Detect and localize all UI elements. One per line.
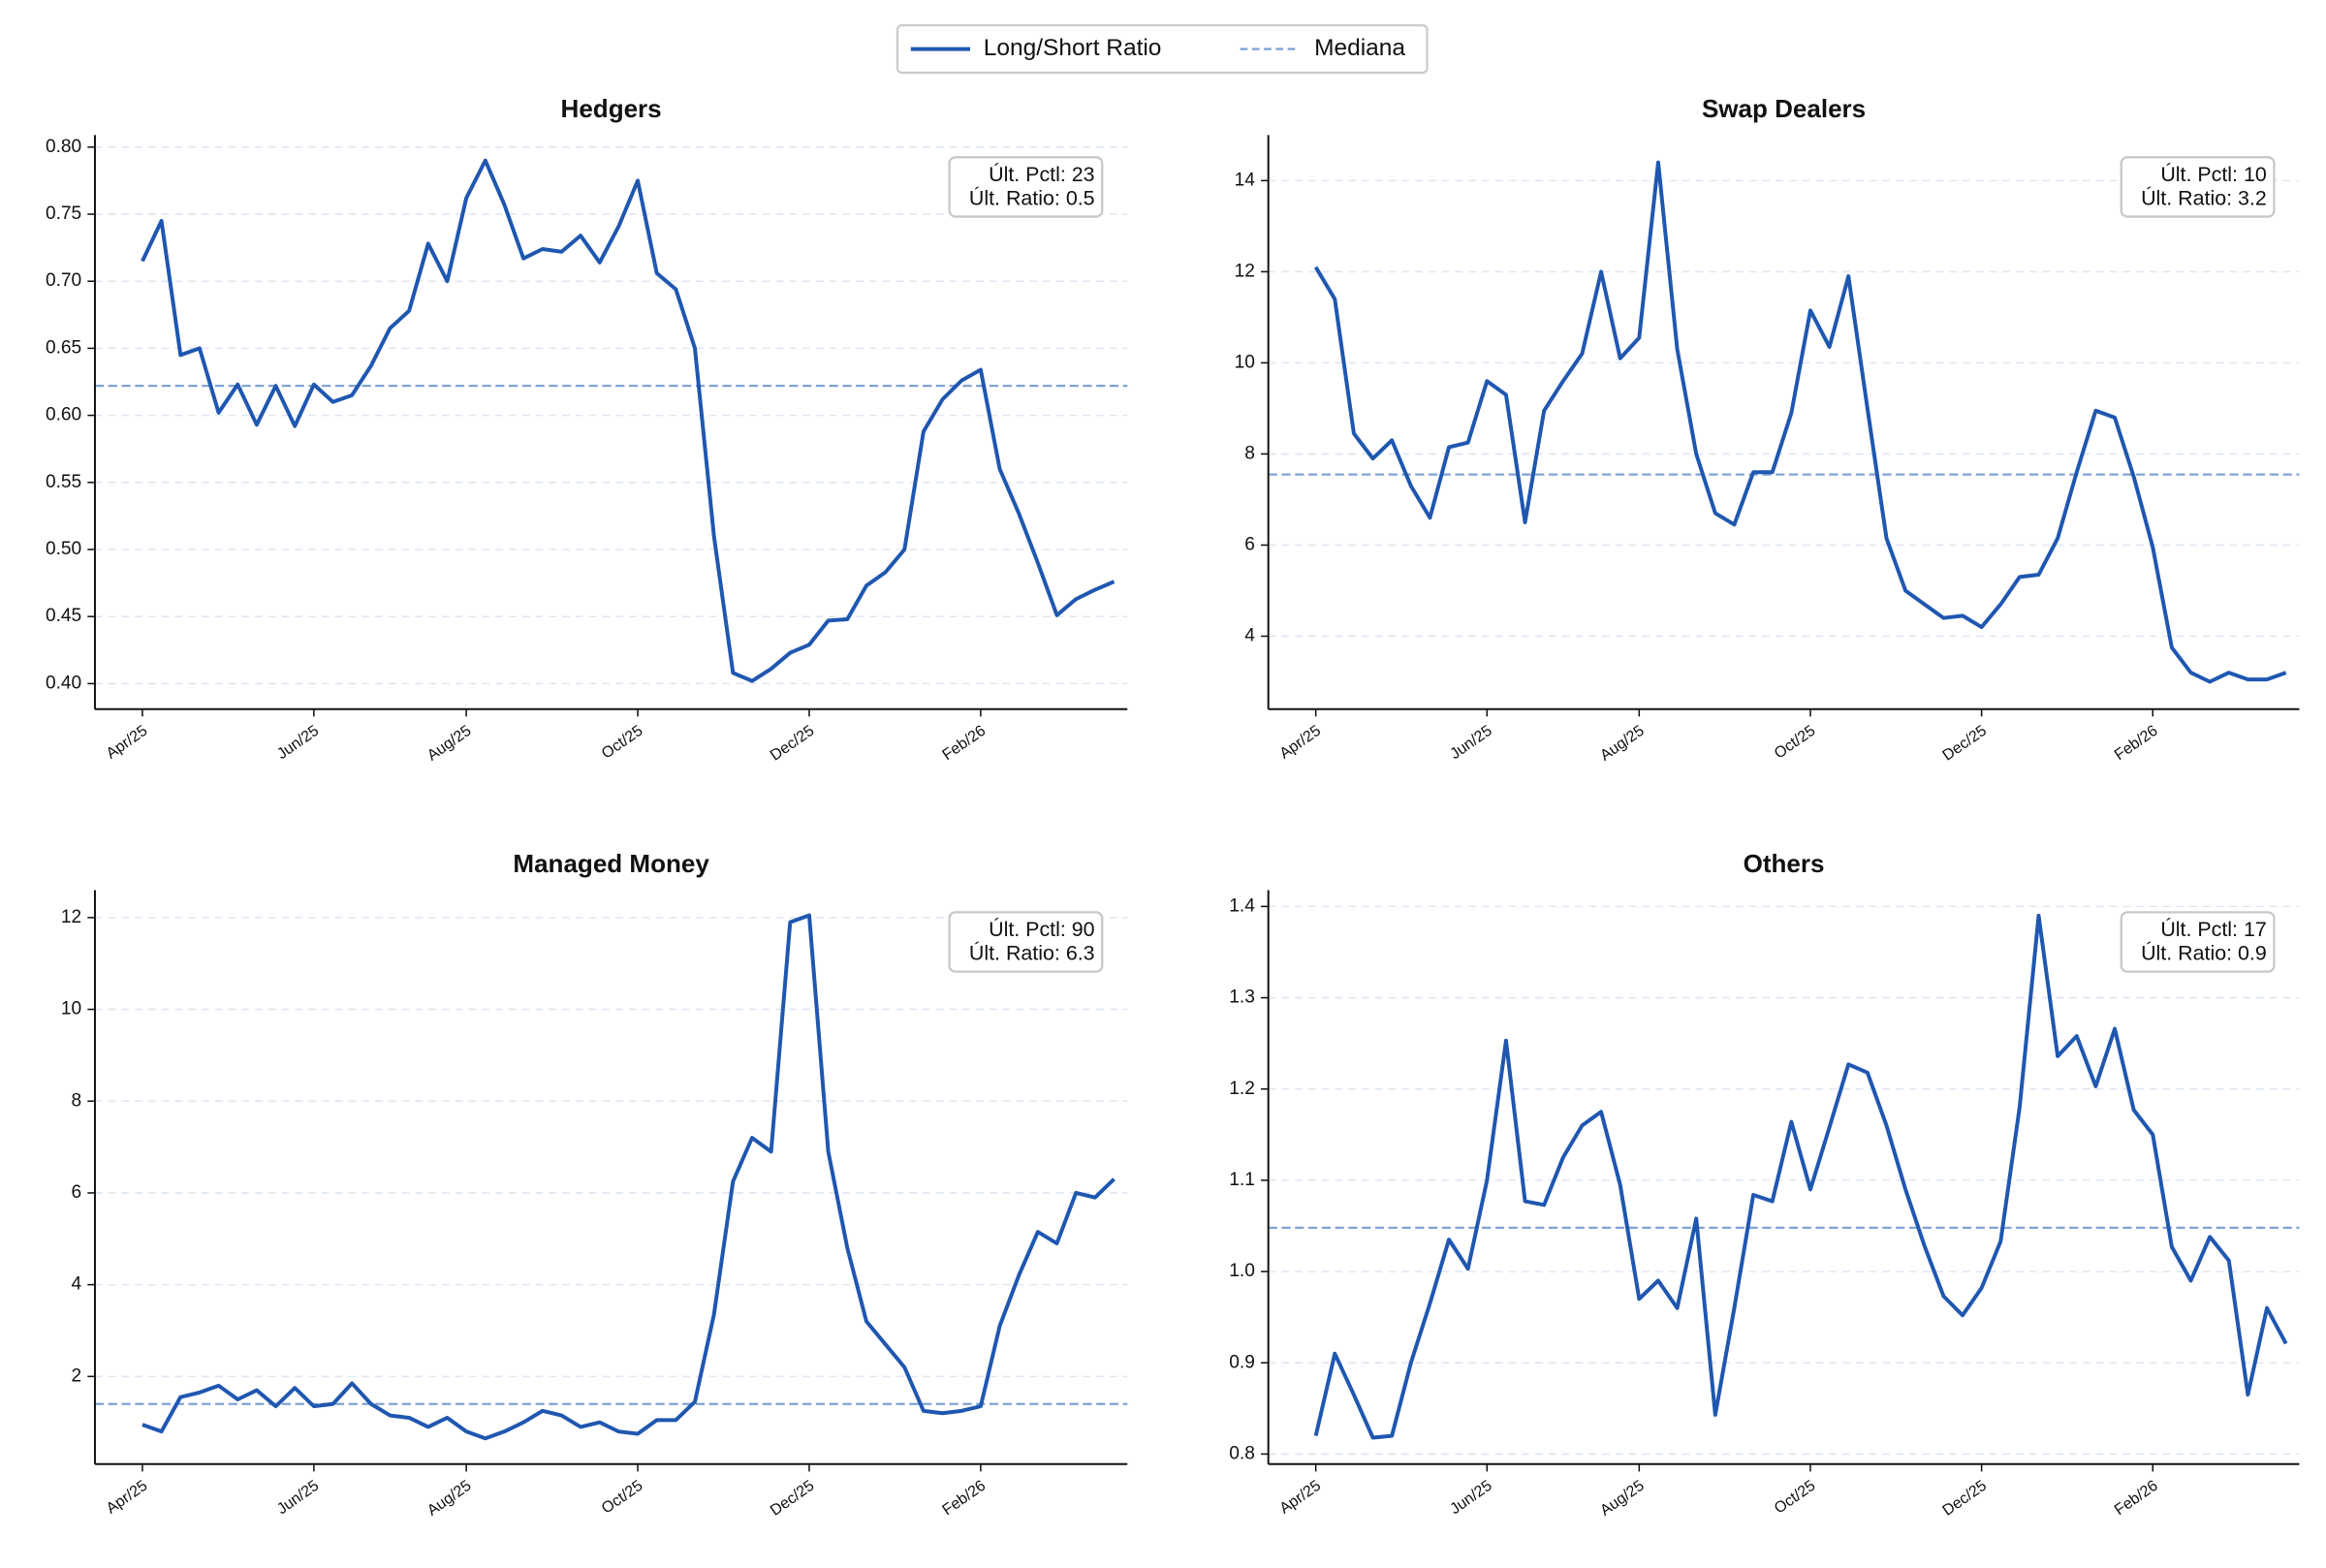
annotation-text: Últ. Pctl: 90 xyxy=(989,917,1095,941)
annotation-text: Últ. Ratio: 3.2 xyxy=(2141,185,2267,209)
data-line xyxy=(1313,160,2287,684)
y-tick-label: 8 xyxy=(72,1090,82,1111)
subplot: Managed Money 2 4 6 8 10 12 Apr/25 Jun/25 Aug/25 O… xyxy=(61,849,1128,1520)
y-tick-label: 1.1 xyxy=(1229,1170,1255,1190)
annotation-text: Últ. Pctl: 23 xyxy=(989,162,1094,186)
x-tick-label: Jun/25 xyxy=(273,1477,322,1518)
subplot: Others 0.8 0.9 1.0 1.1 1.2 1.3 1.4 Apr/25 Jun/25 A… xyxy=(1229,849,2300,1520)
y-tick-label: 10 xyxy=(61,999,81,1019)
x-tick-label: Oct/25 xyxy=(1771,722,1818,763)
x-tick-label: Dec/25 xyxy=(1939,1477,1990,1520)
y-tick-label: 0.70 xyxy=(46,270,81,291)
y-tick-label: 1.0 xyxy=(1229,1261,1255,1281)
x-tick-label: Apr/25 xyxy=(1276,722,1324,763)
subplot-title: Others xyxy=(1744,849,1825,878)
y-tick-label: 8 xyxy=(1244,443,1255,463)
y-tick-label: 4 xyxy=(72,1274,82,1295)
y-tick-label: 2 xyxy=(72,1365,82,1386)
x-tick-label: Jun/25 xyxy=(273,722,322,763)
x-tick-label: Oct/25 xyxy=(598,722,645,763)
legend: Long/Short Ratio Mediana xyxy=(896,23,1429,75)
x-tick-label: Apr/25 xyxy=(103,722,150,763)
annotation-text: Últ. Pctl: 10 xyxy=(2160,162,2267,186)
x-tick-label: Dec/25 xyxy=(767,722,817,765)
data-line xyxy=(141,913,1116,1441)
subplot: Swap Dealers 4 6 8 10 12 14 Apr/25 Jun/25 Aug/25 O… xyxy=(1235,94,2300,765)
subplot-title: Hedgers xyxy=(561,94,662,123)
annotation-box xyxy=(2120,156,2276,218)
y-tick-label: 0.60 xyxy=(46,405,81,425)
y-tick-label: 0.75 xyxy=(46,204,81,224)
legend-label: Mediana xyxy=(1314,35,1405,61)
subplot-title: Swap Dealers xyxy=(1702,94,1866,123)
y-tick-label: 0.55 xyxy=(46,472,81,492)
y-tick-label: 1.4 xyxy=(1229,895,1255,916)
x-tick-label: Aug/25 xyxy=(424,722,475,765)
annotation-text: Últ. Pctl: 17 xyxy=(2160,917,2266,941)
y-tick-label: 1.3 xyxy=(1229,988,1255,1008)
x-tick-label: Apr/25 xyxy=(103,1477,150,1518)
x-tick-label: Feb/26 xyxy=(2111,722,2160,764)
legend-box xyxy=(896,23,1429,75)
annotation-box xyxy=(948,156,1104,218)
annotation-text: Últ. Ratio: 0.5 xyxy=(969,185,1095,209)
y-tick-label: 1.2 xyxy=(1229,1079,1255,1099)
x-tick-label: Aug/25 xyxy=(1597,1477,1648,1520)
x-tick-label: Dec/25 xyxy=(1939,722,1990,765)
y-tick-label: 4 xyxy=(1244,626,1255,646)
y-tick-label: 10 xyxy=(1235,352,1255,372)
annotation-text: Últ. Ratio: 0.9 xyxy=(2141,940,2267,964)
x-tick-label: Aug/25 xyxy=(424,1477,475,1520)
x-tick-label: Feb/26 xyxy=(939,1477,989,1519)
y-tick-label: 0.50 xyxy=(46,539,81,559)
y-tick-label: 0.80 xyxy=(46,137,81,157)
x-tick-label: Jun/25 xyxy=(1447,722,1495,763)
data-line xyxy=(1313,913,2288,1440)
y-tick-label: 12 xyxy=(1235,261,1255,281)
y-tick-label: 0.8 xyxy=(1229,1443,1255,1463)
y-tick-label: 0.9 xyxy=(1229,1352,1255,1372)
subplot-title: Managed Money xyxy=(513,849,709,878)
x-tick-label: Feb/26 xyxy=(2111,1477,2160,1519)
x-tick-label: Oct/25 xyxy=(1771,1477,1818,1518)
y-tick-label: 0.40 xyxy=(46,673,81,693)
x-tick-label: Aug/25 xyxy=(1597,722,1648,765)
x-tick-label: Oct/25 xyxy=(598,1477,645,1518)
y-tick-label: 12 xyxy=(61,907,81,927)
subplot: Hedgers 0.40 0.45 0.50 0.55 0.60 0.65 0.70 0.75 0… xyxy=(46,94,1128,765)
y-tick-label: 0.45 xyxy=(46,606,81,626)
data-line xyxy=(141,158,1116,683)
x-tick-label: Jun/25 xyxy=(1447,1477,1495,1518)
y-tick-label: 0.65 xyxy=(46,337,81,358)
annotation-box xyxy=(948,911,1104,973)
annotation-text: Últ. Ratio: 6.3 xyxy=(969,940,1095,964)
y-tick-label: 6 xyxy=(1244,535,1255,555)
x-tick-label: Feb/26 xyxy=(939,722,989,764)
legend-label: Long/Short Ratio xyxy=(984,35,1162,61)
annotation-box xyxy=(2120,911,2276,973)
x-tick-label: Apr/25 xyxy=(1276,1477,1324,1518)
x-tick-label: Dec/25 xyxy=(767,1477,817,1520)
y-tick-label: 6 xyxy=(72,1182,82,1203)
y-tick-label: 14 xyxy=(1235,170,1256,190)
